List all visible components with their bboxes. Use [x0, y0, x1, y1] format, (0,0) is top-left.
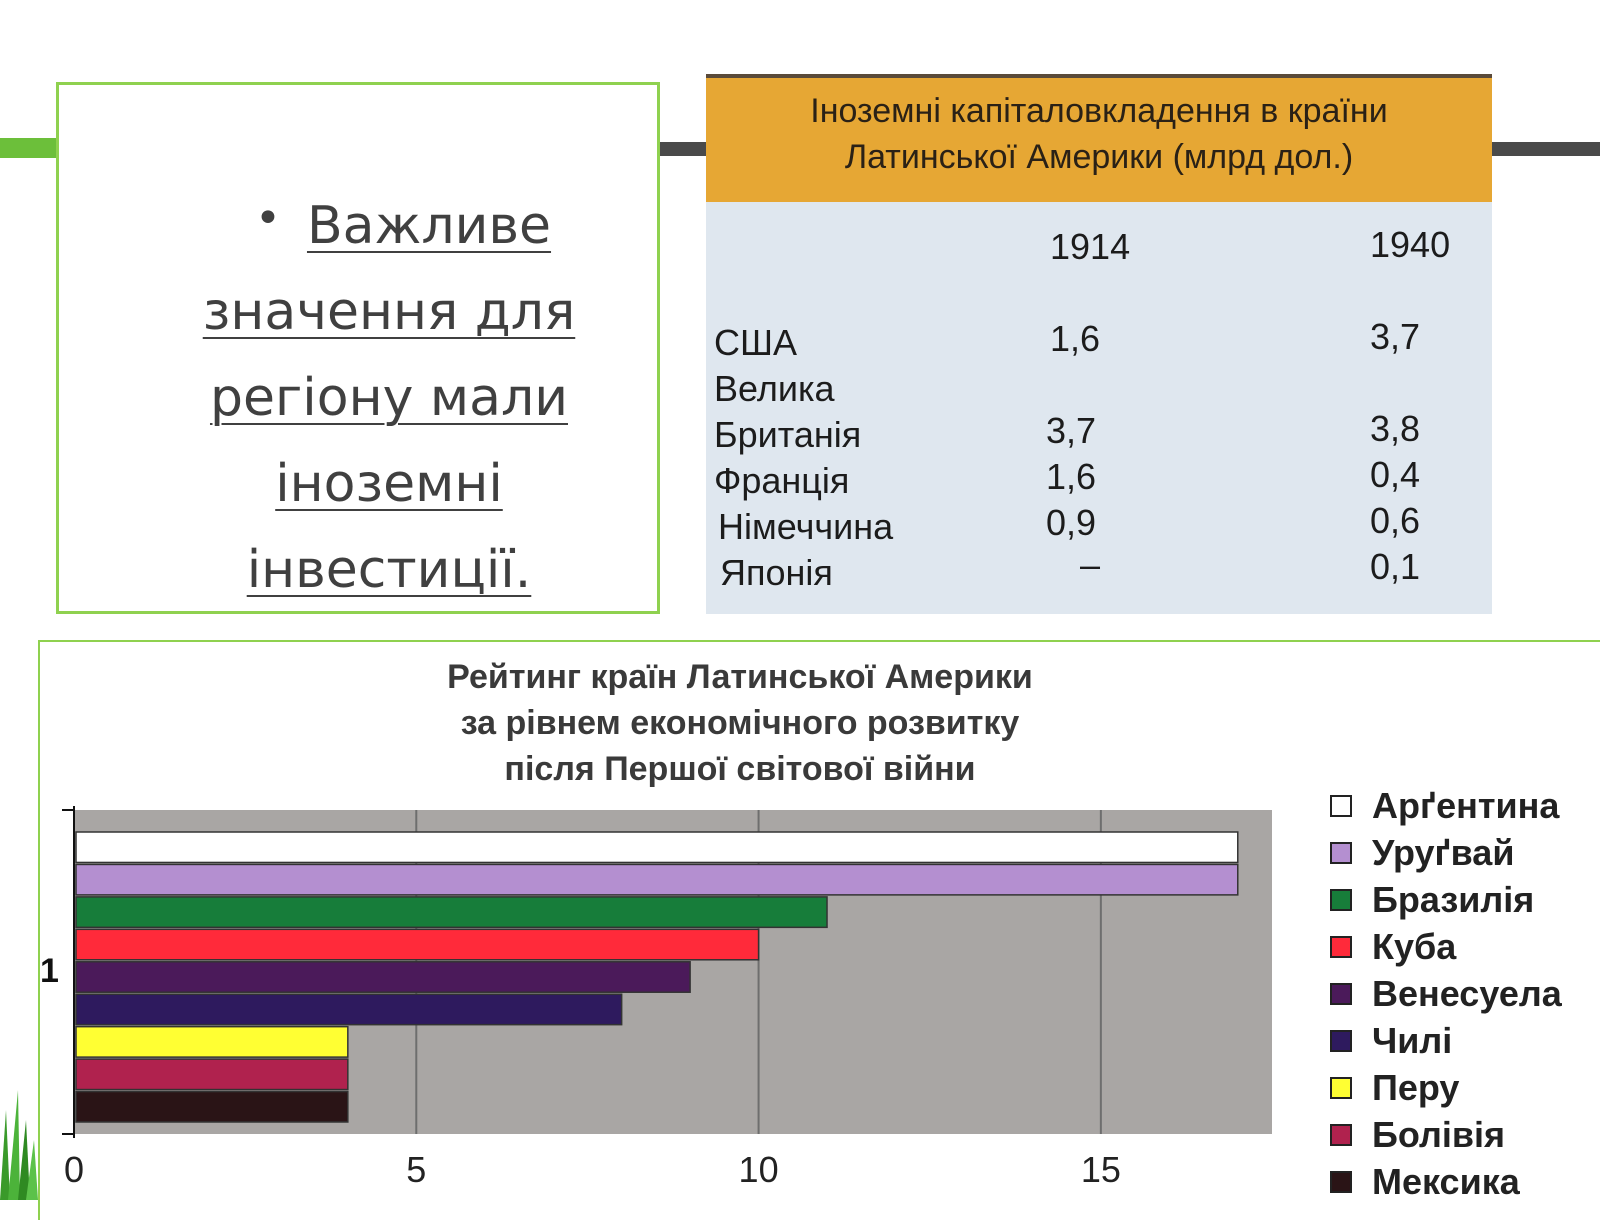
bullet-line-4: іноземні — [275, 454, 503, 514]
table-row-value-1940: 3,7 — [1370, 316, 1421, 357]
legend-swatch — [1330, 1123, 1352, 1146]
table-row-value-1940: 0,1 — [1370, 546, 1421, 587]
chart-title-line1: Рейтинг країн Латинської Америки — [447, 658, 1033, 696]
legend-label: Венесуела — [1372, 972, 1562, 1014]
chart-title: Рейтинг країн Латинської Америки за рівн… — [240, 654, 1240, 792]
table-row-value-1940: 0,6 — [1370, 500, 1421, 541]
legend-label: Арґентина — [1372, 784, 1560, 826]
bar-8 — [75, 1058, 349, 1091]
table-row-value-1914: 1,6 — [1046, 456, 1097, 497]
bullet-line-5: інвестиції. — [246, 540, 532, 600]
bar-6 — [75, 993, 623, 1026]
legend-swatch — [1330, 888, 1352, 911]
table-row-value-1914: 0,9 — [1046, 502, 1097, 543]
legend-item: Бразилія — [1330, 876, 1562, 923]
decor-rail-mid — [660, 142, 710, 156]
investment-table-title-line1: Іноземні капіталовкладення в країни — [810, 92, 1388, 130]
legend-label: Чилі — [1372, 1019, 1453, 1061]
bar-2 — [75, 863, 1239, 896]
legend-label: Мексика — [1372, 1160, 1520, 1202]
table-row-value-1914: 3,7 — [1046, 410, 1097, 451]
bar-5 — [75, 961, 691, 993]
investment-table-title-line2: Латинської Америки (млрд дол.) — [844, 138, 1354, 176]
x-tick-label: 10 — [739, 1149, 779, 1190]
legend-item: Арґентина — [1330, 782, 1562, 829]
legend-item: Уруґвай — [1330, 829, 1562, 876]
legend-swatch — [1330, 1170, 1352, 1193]
investment-table: Іноземні капіталовкладення в країни Лати… — [706, 74, 1492, 614]
year-1940-header: 1940 — [1370, 224, 1451, 265]
decor-rail-left — [0, 138, 60, 158]
legend-swatch — [1330, 1029, 1352, 1052]
bar-7 — [75, 1025, 349, 1058]
legend-label: Перу — [1372, 1066, 1460, 1108]
legend-item: Болівія — [1330, 1111, 1562, 1158]
chart-title-line3: після Першої світової війни — [504, 750, 976, 788]
table-row-value-1940: 0,4 — [1370, 454, 1421, 495]
table-row-country: Франція — [714, 460, 850, 501]
table-row-value-1940: 3,8 — [1370, 408, 1421, 449]
decor-rail-right — [1492, 142, 1600, 156]
year-1914-header: 1914 — [1050, 226, 1131, 267]
table-row-country: Велика — [714, 368, 835, 409]
legend-item: Мексика — [1330, 1158, 1562, 1205]
legend-swatch — [1330, 794, 1352, 817]
x-tick-label: 5 — [406, 1149, 426, 1190]
bullet-line-2: значення для — [202, 282, 576, 342]
legend-item: Венесуела — [1330, 970, 1562, 1017]
bar-3 — [75, 896, 828, 929]
table-row-country: Німеччина — [718, 506, 894, 547]
legend-item: Чилі — [1330, 1017, 1562, 1064]
bar-9 — [75, 1090, 349, 1123]
table-row-country: США — [714, 322, 798, 363]
bar-chart: 10 5 10 15 — [40, 806, 1272, 1190]
x-tick-label: 0 — [64, 1149, 84, 1190]
legend-swatch — [1330, 935, 1352, 958]
bullet-line-3: регіону мали — [209, 368, 568, 428]
x-tick-label: 15 — [1081, 1149, 1121, 1190]
legend-item: Перу — [1330, 1064, 1562, 1111]
y-marker-label: 1 — [40, 952, 59, 990]
chart-panel: Рейтинг країн Латинської Америки за рівн… — [38, 640, 1600, 1220]
table-row-value-1914: 1,6 — [1050, 318, 1101, 359]
legend-label: Бразилія — [1372, 878, 1535, 920]
legend-label: Болівія — [1372, 1113, 1505, 1155]
legend-swatch — [1330, 841, 1352, 864]
table-row-value-1914: – — [1080, 544, 1101, 585]
legend-item: Куба — [1330, 923, 1562, 970]
grass-decoration — [0, 1090, 38, 1200]
table-row-country: Британія — [714, 414, 862, 455]
legend-label: Куба — [1372, 925, 1457, 967]
legend-label: Уруґвай — [1372, 831, 1515, 873]
investment-table-title: Іноземні капіталовкладення в країни Лати… — [706, 74, 1492, 202]
bullet-text-box: • Важливе значення для регіону мали іноз… — [56, 82, 660, 614]
bullet-line-1: Важливе — [306, 196, 552, 256]
bar-1 — [75, 831, 1239, 864]
chart-title-line2: за рівнем економічного розвитку — [460, 704, 1020, 742]
legend-swatch — [1330, 1076, 1352, 1099]
table-row-country: Японія — [720, 552, 833, 593]
bar-4 — [75, 928, 760, 961]
bullet-text: Важливе значення для регіону мали інозем… — [179, 183, 599, 613]
bullet-marker: • — [255, 193, 281, 244]
legend-swatch — [1330, 982, 1352, 1005]
chart-legend: Арґентина Уруґвай Бразилія Куба Венесуела Чил… — [1330, 782, 1562, 1205]
